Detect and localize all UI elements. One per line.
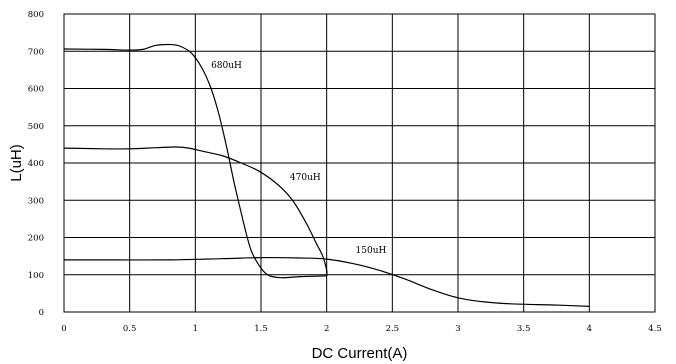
y-tick-label: 0 xyxy=(39,308,44,318)
series-line-470uH xyxy=(63,146,328,276)
y-tick-label: 800 xyxy=(28,10,44,20)
x-tick-label: 3.5 xyxy=(517,324,531,334)
x-tick-label: 2.5 xyxy=(386,324,400,334)
series-label-680uH: 680uH xyxy=(211,61,242,71)
y-axis-label: L(uH) xyxy=(8,144,25,182)
x-tick-label: 1 xyxy=(193,324,198,334)
series-line-150uH xyxy=(64,256,590,307)
y-tick-label: 300 xyxy=(28,196,44,206)
x-tick-labels: 0 0.5 1 1.5 2 2.5 3 3.5 4 4.5 xyxy=(61,324,661,334)
series-label-470uH: 470uH xyxy=(290,173,321,183)
grid xyxy=(63,13,656,313)
y-tick-label: 100 xyxy=(28,271,44,281)
x-tick-label: 1.5 xyxy=(254,324,268,334)
plot-frame xyxy=(63,13,656,313)
series-lines xyxy=(63,43,590,307)
x-tick-label: 4.5 xyxy=(648,324,662,334)
y-tick-label: 400 xyxy=(28,159,44,169)
y-tick-label: 200 xyxy=(28,234,44,244)
x-tick-label: 4 xyxy=(587,324,592,334)
y-tick-label: 500 xyxy=(28,122,44,132)
y-tick-label: 700 xyxy=(28,47,44,57)
series-labels: 680uH 470uH 150uH xyxy=(211,61,386,256)
x-tick-label: 2 xyxy=(324,324,329,334)
x-tick-label: 3 xyxy=(455,324,460,334)
x-tick-label: 0.5 xyxy=(123,324,137,334)
x-tick-label: 0 xyxy=(61,324,66,334)
x-axis-label: DC Current(A) xyxy=(312,345,408,362)
series-label-150uH: 150uH xyxy=(356,246,387,256)
series-line-680uH xyxy=(63,43,327,279)
y-tick-label: 600 xyxy=(28,85,44,95)
y-tick-labels: 0 100 200 300 400 500 600 700 800 xyxy=(28,10,44,318)
